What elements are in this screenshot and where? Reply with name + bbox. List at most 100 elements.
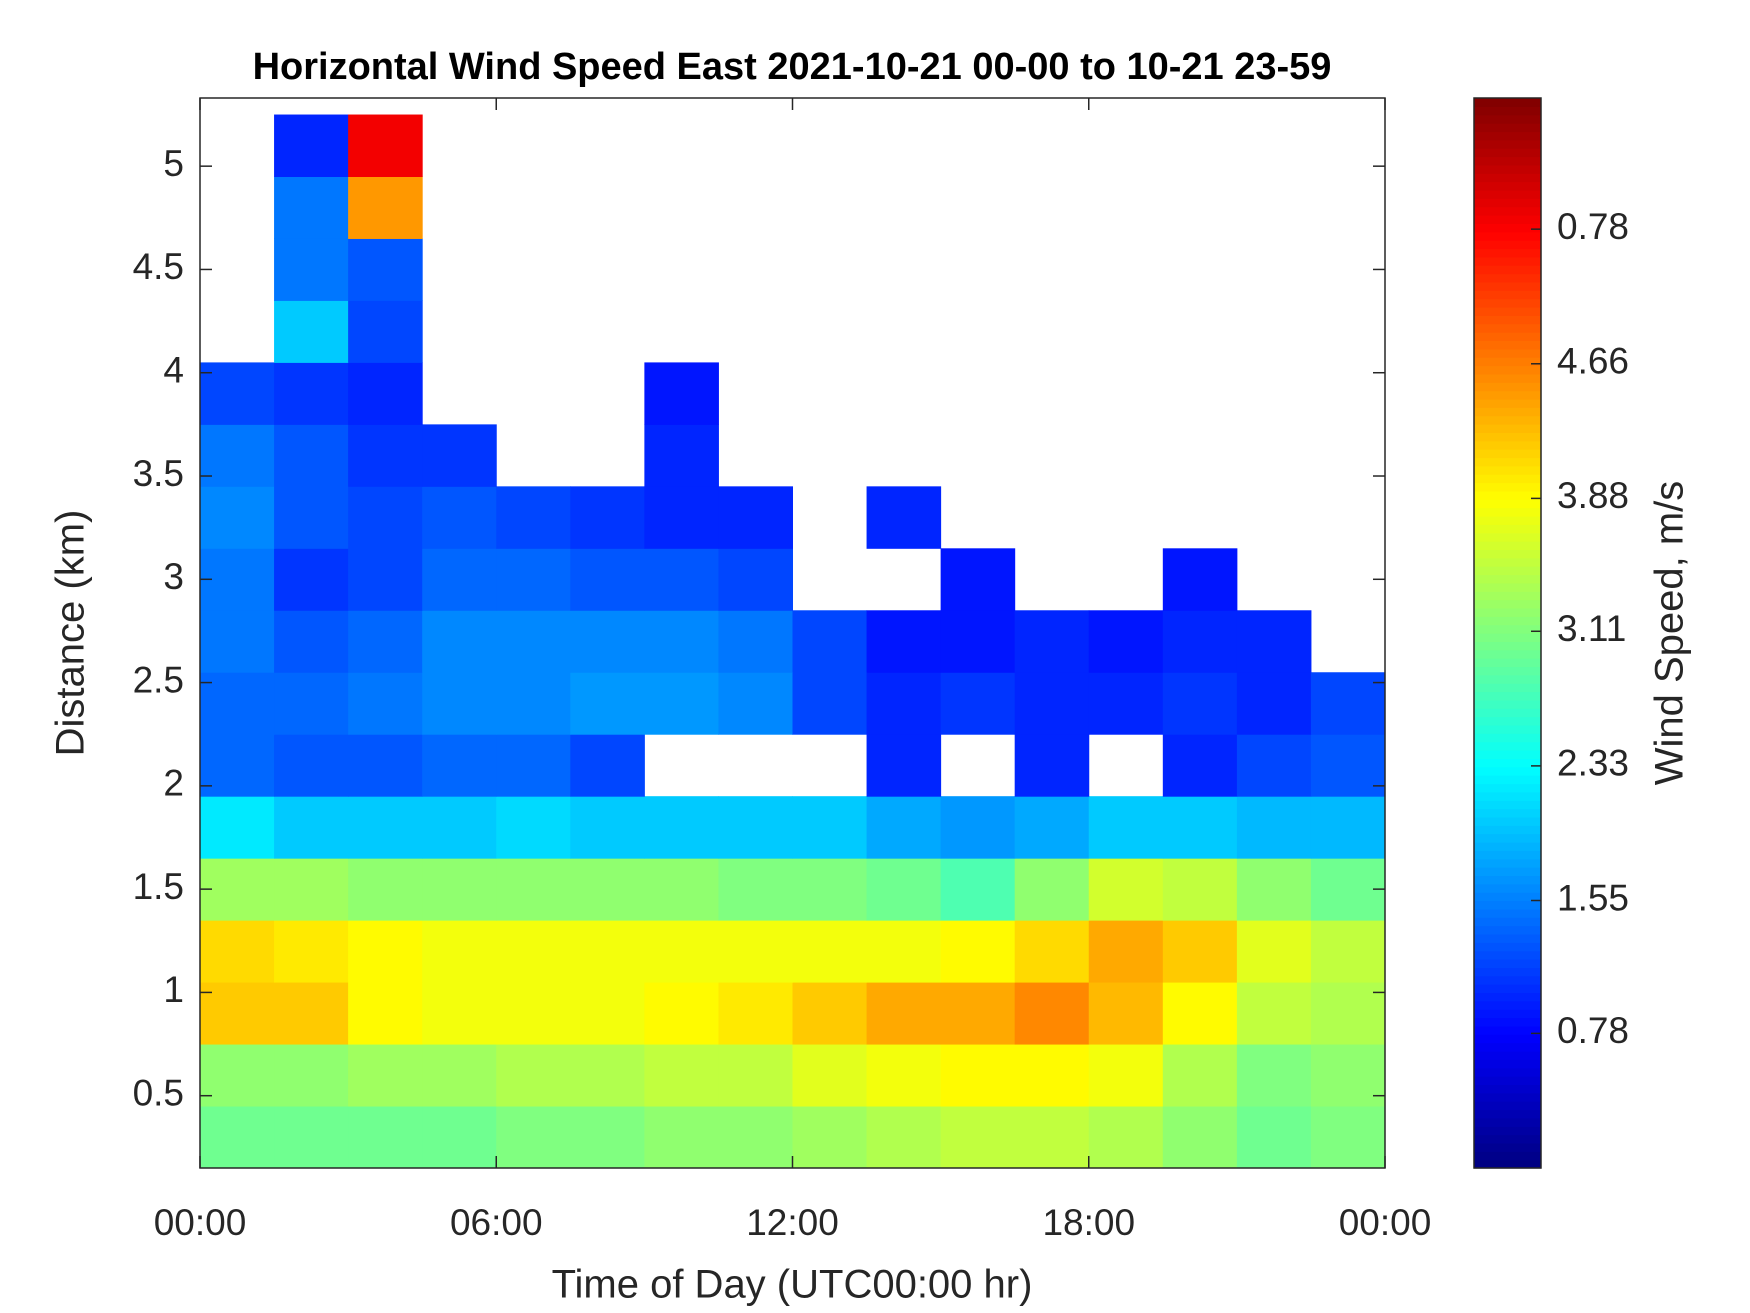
colorbar-swatch bbox=[1474, 390, 1541, 400]
heatmap bbox=[200, 114, 1386, 1169]
heatmap-cell bbox=[274, 424, 349, 487]
heatmap-cell bbox=[718, 672, 793, 735]
colorbar-swatch bbox=[1474, 365, 1541, 375]
heatmap-cell bbox=[1162, 1106, 1238, 1169]
colorbar-tick-label: 3.88 bbox=[1557, 475, 1629, 516]
heatmap-cell bbox=[866, 672, 942, 735]
heatmap-cell bbox=[792, 672, 868, 735]
colorbar-swatch bbox=[1474, 674, 1541, 684]
y-tick-label: 5 bbox=[163, 143, 184, 184]
heatmap-cell bbox=[940, 858, 1016, 921]
heatmap-cell bbox=[348, 300, 423, 363]
heatmap-cell bbox=[348, 734, 423, 797]
heatmap-cell bbox=[1088, 920, 1164, 983]
colorbar-swatch bbox=[1474, 1009, 1541, 1019]
colorbar-swatch bbox=[1474, 599, 1541, 609]
colorbar-swatch bbox=[1474, 256, 1541, 266]
heatmap-cell bbox=[348, 982, 423, 1045]
heatmap-cell bbox=[1236, 982, 1312, 1045]
heatmap-cell bbox=[866, 1106, 942, 1169]
colorbar-swatch bbox=[1474, 449, 1541, 459]
colorbar-swatch bbox=[1474, 323, 1541, 333]
heatmap-cell bbox=[496, 982, 571, 1045]
heatmap-cell bbox=[644, 610, 719, 673]
colorbar-swatch bbox=[1474, 633, 1541, 642]
heatmap-cell bbox=[1088, 858, 1164, 921]
heatmap-cell bbox=[274, 362, 349, 425]
heatmap-cell bbox=[1014, 920, 1090, 983]
heatmap-cell bbox=[422, 486, 497, 549]
heatmap-cell bbox=[200, 982, 275, 1045]
heatmap-cell bbox=[274, 114, 349, 177]
colorbar-swatch bbox=[1474, 139, 1541, 149]
colorbar-swatch bbox=[1474, 181, 1541, 191]
heatmap-cell bbox=[1014, 1044, 1090, 1107]
colorbar-swatch bbox=[1474, 741, 1541, 751]
heatmap-cell bbox=[1162, 858, 1238, 921]
heatmap-cell bbox=[496, 672, 571, 735]
y-axis-label: Distance (km) bbox=[49, 510, 93, 757]
heatmap-cell bbox=[1162, 1044, 1238, 1107]
heatmap-cell bbox=[200, 1106, 275, 1169]
colorbar-swatch bbox=[1474, 164, 1541, 174]
heatmap-cell bbox=[792, 610, 868, 673]
colorbar-swatch bbox=[1474, 841, 1541, 851]
heatmap-cell bbox=[348, 858, 423, 921]
y-tick-label: 2 bbox=[163, 763, 184, 804]
colorbar-swatch bbox=[1474, 641, 1541, 651]
colorbar-swatch bbox=[1474, 1142, 1541, 1152]
heatmap-cell bbox=[274, 734, 349, 797]
heatmap-cell bbox=[274, 982, 349, 1045]
colorbar-swatch bbox=[1474, 432, 1541, 442]
colorbar-swatch bbox=[1474, 415, 1541, 425]
colorbar-swatch bbox=[1474, 373, 1541, 383]
heatmap-cell bbox=[644, 920, 719, 983]
heatmap-cell bbox=[496, 734, 571, 797]
heatmap-cell bbox=[422, 548, 497, 611]
heatmap-cell bbox=[792, 1044, 868, 1107]
heatmap-cell bbox=[274, 300, 349, 363]
x-tick-label: 00:00 bbox=[154, 1202, 247, 1243]
heatmap-cell bbox=[792, 920, 868, 983]
colorbar-swatch bbox=[1474, 549, 1541, 559]
colorbar-swatch bbox=[1474, 248, 1541, 258]
heatmap-cell bbox=[200, 734, 275, 797]
heatmap-cell bbox=[274, 610, 349, 673]
colorbar-swatch bbox=[1474, 298, 1541, 308]
heatmap-cell bbox=[940, 548, 1016, 611]
heatmap-cell bbox=[1236, 610, 1312, 673]
heatmap-cell bbox=[200, 486, 275, 549]
heatmap-cell bbox=[348, 486, 423, 549]
heatmap-cell bbox=[200, 362, 275, 425]
heatmap-cell bbox=[200, 548, 275, 611]
colorbar-swatch bbox=[1474, 950, 1541, 960]
y-tick-label: 3 bbox=[163, 556, 184, 597]
heatmap-cell bbox=[274, 486, 349, 549]
heatmap-cell bbox=[274, 1106, 349, 1169]
heatmap-cell bbox=[718, 982, 793, 1045]
heatmap-cell bbox=[1162, 982, 1238, 1045]
y-tick-label: 0.5 bbox=[133, 1072, 184, 1113]
heatmap-cell bbox=[866, 796, 942, 859]
heatmap-cell bbox=[570, 920, 645, 983]
colorbar-swatch bbox=[1474, 607, 1541, 617]
heatmap-cell bbox=[940, 1106, 1016, 1169]
colorbar-swatch bbox=[1474, 156, 1541, 166]
heatmap-cell bbox=[570, 548, 645, 611]
heatmap-cell bbox=[644, 858, 719, 921]
colorbar-swatch bbox=[1474, 290, 1541, 300]
colorbar-swatch bbox=[1474, 1050, 1541, 1060]
heatmap-cell bbox=[718, 1044, 793, 1107]
colorbar-swatch bbox=[1474, 624, 1541, 634]
heatmap-cell bbox=[274, 176, 349, 239]
heatmap-cell bbox=[1162, 672, 1238, 735]
colorbar-swatch bbox=[1474, 967, 1541, 977]
colorbar-swatch bbox=[1474, 424, 1541, 433]
heatmap-cell bbox=[1236, 858, 1312, 921]
heatmap-cell bbox=[1236, 796, 1312, 859]
heatmap-cell bbox=[644, 1044, 719, 1107]
colorbar-tick-label: 1.55 bbox=[1557, 877, 1629, 918]
colorbar-swatch bbox=[1474, 123, 1541, 133]
heatmap-cell bbox=[1310, 734, 1386, 797]
